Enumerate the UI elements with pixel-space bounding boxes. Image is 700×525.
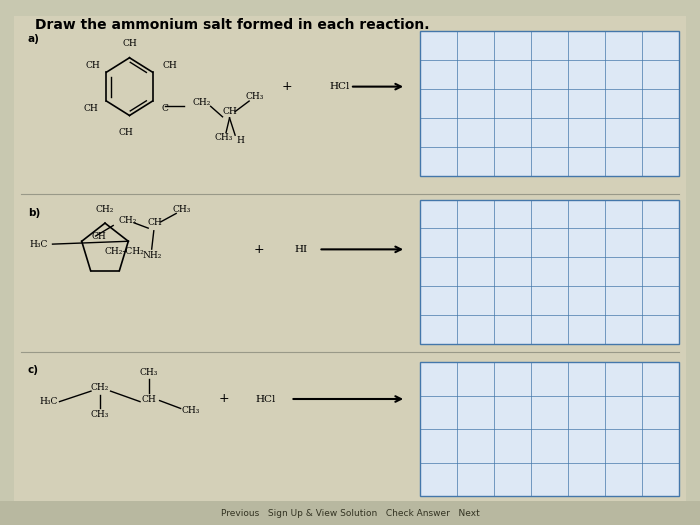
Text: CH₃: CH₃	[173, 205, 191, 214]
Text: CH: CH	[122, 38, 137, 48]
Text: +: +	[281, 80, 293, 93]
Text: CH₂: CH₂	[96, 205, 114, 215]
Text: CH: CH	[92, 232, 106, 240]
Text: CH: CH	[148, 218, 162, 227]
Text: H₃C: H₃C	[29, 239, 48, 249]
Text: CH₃: CH₃	[91, 410, 109, 419]
Text: CH: CH	[222, 107, 237, 116]
Text: a): a)	[28, 34, 40, 45]
Text: +: +	[218, 393, 230, 405]
Text: CH₃: CH₃	[182, 406, 200, 415]
Text: +: +	[253, 243, 265, 256]
Text: CH₂-CH₂: CH₂-CH₂	[105, 247, 145, 256]
Text: C: C	[162, 104, 169, 113]
Text: CH: CH	[85, 61, 100, 70]
FancyBboxPatch shape	[420, 32, 679, 176]
Text: NH₂: NH₂	[142, 251, 162, 260]
Text: H₃C: H₃C	[40, 397, 58, 406]
Text: CH₃: CH₃	[215, 133, 233, 142]
Text: CH: CH	[141, 394, 157, 404]
Text: CH₃: CH₃	[140, 368, 158, 377]
Text: HCl: HCl	[256, 394, 276, 404]
Text: b): b)	[28, 207, 41, 218]
FancyBboxPatch shape	[0, 501, 700, 525]
Text: HI: HI	[294, 245, 307, 254]
Text: CH: CH	[118, 128, 134, 137]
Text: CH₂: CH₂	[118, 216, 136, 225]
FancyBboxPatch shape	[420, 200, 679, 344]
Text: CH₂: CH₂	[91, 383, 109, 392]
Text: CH: CH	[162, 61, 177, 70]
Text: CH₂: CH₂	[193, 98, 211, 107]
FancyBboxPatch shape	[14, 16, 686, 504]
Text: c): c)	[28, 365, 39, 375]
Text: CH₃: CH₃	[246, 92, 264, 101]
Text: H: H	[236, 136, 244, 145]
FancyBboxPatch shape	[420, 362, 679, 496]
Text: Draw the ammonium salt formed in each reaction.: Draw the ammonium salt formed in each re…	[35, 18, 430, 33]
Text: HCl: HCl	[329, 82, 349, 91]
Text: Previous   Sign Up & View Solution   Check Answer   Next: Previous Sign Up & View Solution Check A…	[220, 509, 480, 518]
Text: CH: CH	[84, 104, 99, 113]
